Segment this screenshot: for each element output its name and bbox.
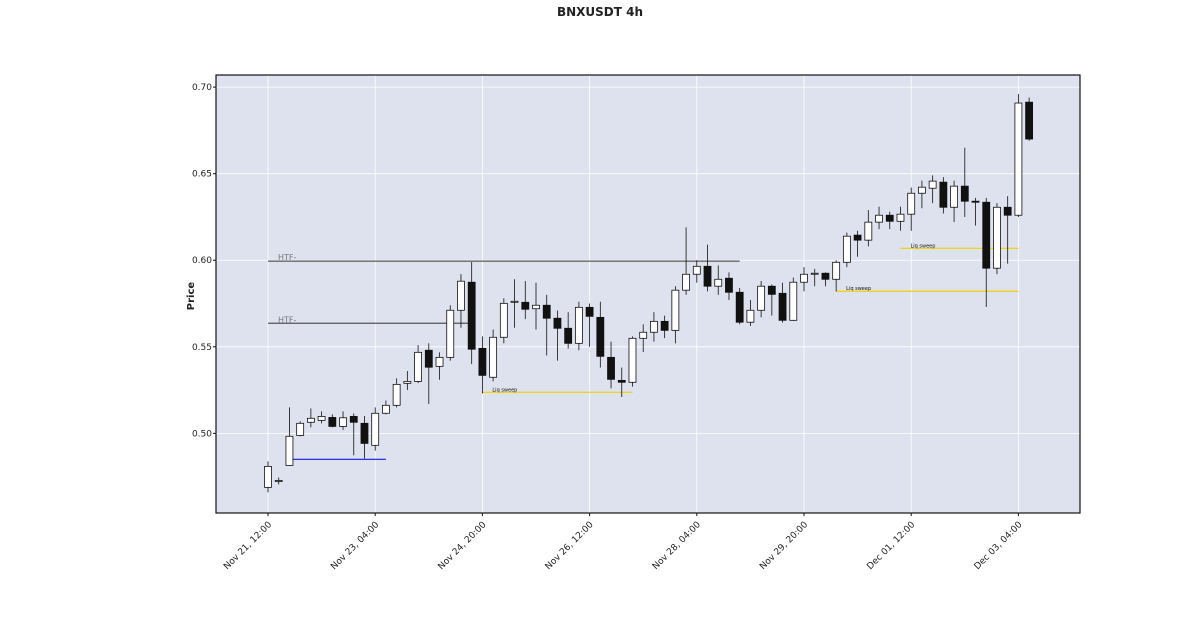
x-tick-label: Nov 24, 20:00 bbox=[437, 520, 489, 572]
candle-body bbox=[896, 213, 905, 222]
candle-body bbox=[371, 412, 380, 446]
candle-body bbox=[939, 181, 948, 208]
candle-body bbox=[403, 381, 412, 384]
x-tick-label: Nov 23, 04:00 bbox=[329, 520, 381, 572]
candle-body bbox=[885, 214, 894, 222]
candle-body bbox=[339, 417, 347, 427]
candle-body bbox=[671, 289, 680, 331]
candle-body bbox=[746, 309, 755, 323]
level-label: HTF- bbox=[278, 253, 297, 262]
candle-body bbox=[264, 466, 272, 488]
candle-body bbox=[349, 415, 358, 423]
candle-body bbox=[532, 304, 540, 310]
candle-body bbox=[499, 302, 508, 338]
candle-body bbox=[435, 356, 444, 367]
candle-body bbox=[585, 306, 594, 317]
candle-body bbox=[928, 180, 937, 189]
candle-body bbox=[542, 304, 551, 319]
candle-body bbox=[650, 320, 658, 333]
candle-body bbox=[596, 316, 605, 357]
candle-body bbox=[810, 272, 819, 275]
candle-body bbox=[328, 417, 337, 427]
candle-body bbox=[842, 235, 851, 263]
level-label: HTF- bbox=[278, 315, 297, 324]
candle-body bbox=[757, 285, 766, 311]
level-label: Liq sweep bbox=[492, 387, 517, 393]
x-tick-label: Nov 26, 12:00 bbox=[544, 520, 596, 572]
candle-body bbox=[414, 351, 422, 382]
grid bbox=[216, 75, 1080, 513]
candle-body bbox=[1003, 206, 1012, 216]
candle-body bbox=[521, 301, 530, 310]
candle-body bbox=[617, 379, 626, 383]
candle-body bbox=[296, 422, 305, 436]
candle-body bbox=[950, 185, 958, 208]
candle-body bbox=[832, 261, 841, 280]
candle-body bbox=[553, 317, 562, 329]
candle-body bbox=[382, 404, 390, 414]
x-tick-label: Dec 01, 12:00 bbox=[865, 520, 917, 572]
candle-body bbox=[735, 291, 744, 323]
x-tick-label: Dec 03, 04:00 bbox=[973, 520, 1025, 572]
candle-body bbox=[789, 281, 798, 321]
candle-body bbox=[564, 327, 573, 344]
candle-body bbox=[457, 280, 465, 311]
candle-body bbox=[489, 336, 498, 378]
y-tick-label: 0.70 bbox=[192, 83, 212, 93]
candle-body bbox=[725, 277, 733, 293]
y-tick-label: 0.55 bbox=[192, 343, 212, 353]
y-tick-label: 0.50 bbox=[192, 429, 212, 439]
level-label: Liq sweep bbox=[910, 243, 935, 249]
candle-body bbox=[660, 320, 669, 331]
candle-body bbox=[853, 234, 862, 241]
candle-body bbox=[306, 417, 315, 423]
candle-body bbox=[982, 201, 991, 269]
candle-body bbox=[317, 415, 326, 421]
chart-title: BNXUSDT 4h bbox=[557, 5, 643, 19]
candle-body bbox=[778, 292, 787, 321]
candle-body bbox=[424, 349, 433, 368]
candle-body bbox=[993, 206, 1001, 269]
candle-body bbox=[392, 383, 401, 406]
y-tick-label: 0.60 bbox=[192, 256, 212, 266]
candle-body bbox=[467, 281, 476, 350]
x-tick-label: Nov 21, 12:00 bbox=[222, 520, 274, 572]
candle-body bbox=[692, 265, 701, 275]
candle-body bbox=[971, 200, 980, 203]
candle-body bbox=[800, 273, 808, 283]
candle-body bbox=[478, 347, 487, 376]
candle-body bbox=[446, 309, 455, 358]
candle-body bbox=[767, 285, 776, 295]
y-tick-label: 0.65 bbox=[192, 170, 212, 180]
x-tick-label: Nov 29, 20:00 bbox=[758, 520, 810, 572]
candle-body bbox=[918, 186, 926, 194]
candle-body bbox=[285, 435, 294, 466]
plot-area bbox=[216, 75, 1080, 513]
candle-body bbox=[864, 221, 873, 241]
candle-body bbox=[875, 214, 883, 223]
candle-body bbox=[607, 356, 615, 380]
candle-body bbox=[960, 185, 969, 202]
candle-body bbox=[1014, 102, 1023, 216]
y-axis-label: Price bbox=[186, 282, 197, 311]
candle-body bbox=[714, 278, 723, 287]
candle-body bbox=[360, 422, 369, 444]
candle-body bbox=[574, 306, 583, 344]
candle-body bbox=[628, 337, 637, 383]
candle-body bbox=[703, 265, 712, 287]
candle-body bbox=[821, 272, 830, 280]
x-tick-label: Nov 28, 04:00 bbox=[651, 520, 703, 572]
candle-body bbox=[639, 331, 648, 339]
candle-body bbox=[907, 192, 916, 215]
candle-body bbox=[510, 300, 519, 303]
candle-body bbox=[1025, 101, 1034, 140]
level-label: Liq sweep bbox=[846, 286, 871, 292]
candle-body bbox=[274, 480, 283, 482]
marks: HTF- HTF- Liq sweep Liq sweep Liq sweep bbox=[264, 94, 1034, 493]
plot-frame bbox=[215, 74, 1081, 514]
candle-body bbox=[682, 273, 690, 291]
